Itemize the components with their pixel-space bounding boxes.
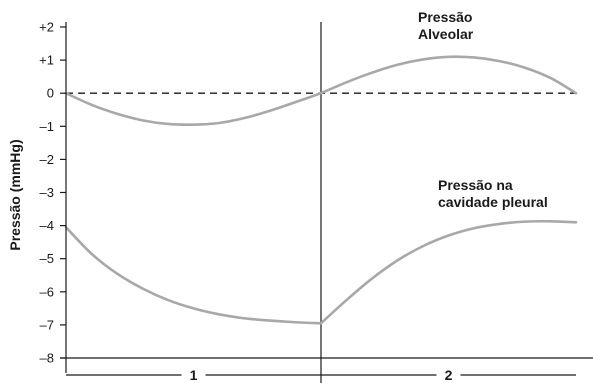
y-tick-label: –5 [40,251,54,266]
y-axis-title: Pressão (mmHg) [7,139,23,250]
y-tick-label: –2 [40,152,54,167]
series-alveolar-line-phase-2 [319,55,578,95]
y-tick-label: +2 [39,20,54,35]
y-tick-label: –3 [40,185,54,200]
series-alveolar-line-phase-1 [64,91,323,127]
y-tick-label: 0 [47,86,54,101]
series-pleural-label-line-1: Pressão na [438,177,513,193]
series-alveolar-label-line-1: Pressão [418,9,472,25]
y-tick-label: –4 [40,218,54,233]
y-tick-label: –7 [40,317,54,332]
series-alveolar-label-line-2: Alveolar [418,26,474,42]
phase-2-label: 2 [445,367,453,383]
text-layer: Pressão (mmHg) +2 +1 0 –1 –2 –3 –4 –5 –6 –7 –8 1 2 Pr… [7,9,548,383]
y-tick-label: –8 [40,351,54,366]
phase-1-label: 1 [190,367,198,383]
y-tick-label: +1 [39,53,54,68]
series-pleural-line-phase-1 [64,225,323,325]
axes-layer [60,22,593,376]
y-tick-label: –1 [40,119,54,134]
series-pleural-line-phase-2 [319,219,578,325]
series-layer [64,55,578,325]
y-tick-label: –6 [40,284,54,299]
series-pleural-label-line-2: cavidade pleural [438,194,548,210]
